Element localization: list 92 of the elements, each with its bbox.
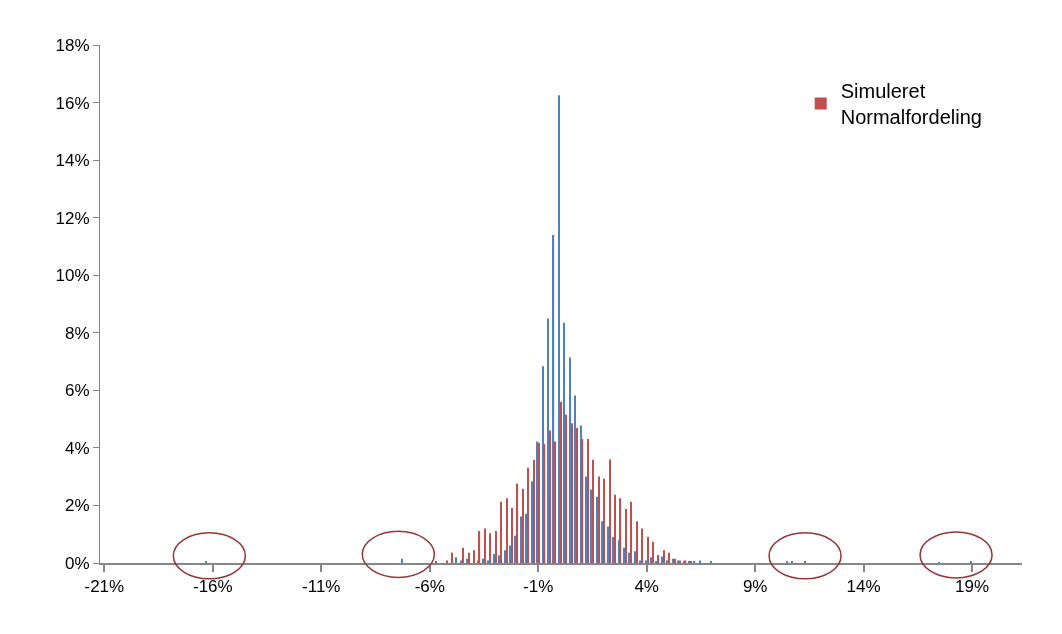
bar [462, 547, 464, 563]
bar [609, 459, 611, 563]
bar [590, 489, 593, 563]
bar [647, 536, 649, 563]
y-tick-label: 18% [55, 35, 90, 55]
bar [630, 501, 632, 563]
bar [560, 401, 562, 563]
bar [666, 560, 669, 563]
bar [645, 560, 647, 563]
bar [592, 459, 595, 563]
bar [576, 428, 578, 563]
bar [543, 443, 546, 563]
x-tick-label: 4% [634, 577, 659, 597]
bar [478, 531, 481, 563]
x-tick-label: -11% [302, 577, 341, 597]
bar [495, 531, 497, 563]
bar [511, 508, 513, 563]
x-tick-label: 14% [846, 577, 881, 597]
bar [650, 557, 652, 563]
bar [516, 483, 519, 563]
bar [500, 501, 502, 563]
bar [525, 513, 528, 563]
bar [460, 560, 462, 563]
bar [451, 552, 454, 563]
bar [506, 498, 508, 563]
y-tick-label: 12% [55, 208, 90, 228]
bar [668, 552, 670, 563]
y-tick-label: 16% [55, 93, 90, 113]
bar [574, 395, 576, 563]
x-tick-label: -16% [192, 577, 233, 597]
bar [504, 550, 506, 563]
bar [603, 478, 605, 563]
bar [558, 95, 560, 563]
bar [552, 234, 555, 563]
bar [661, 556, 663, 563]
bar [489, 533, 491, 563]
bar [522, 488, 524, 563]
legend-label: Simuleret Normalfordeling [840, 80, 982, 129]
bar [509, 545, 511, 563]
bar [663, 550, 665, 563]
bar [652, 541, 654, 563]
bar [598, 476, 600, 563]
bar [549, 430, 551, 563]
bar [547, 318, 549, 563]
bar [498, 555, 500, 563]
bar [514, 535, 517, 563]
bar [563, 322, 566, 563]
x-tick-label: -21% [84, 577, 125, 597]
bar [601, 521, 603, 563]
bar [493, 554, 495, 563]
bar [473, 550, 475, 563]
y-tick-label: 10% [55, 266, 90, 286]
bar [587, 438, 589, 563]
bar [446, 560, 448, 563]
y-tick-label: 6% [65, 381, 90, 401]
bar [657, 554, 660, 563]
bar [571, 423, 573, 563]
bar [625, 508, 627, 563]
bar [634, 551, 636, 563]
bar [641, 528, 643, 563]
bar [585, 476, 587, 563]
x-tick-label: -1% [523, 577, 554, 597]
bar [612, 537, 614, 563]
bar [607, 526, 609, 563]
y-tick-label: 8% [65, 323, 90, 343]
bar [533, 459, 535, 563]
bar [468, 552, 470, 563]
bar [569, 357, 571, 563]
bar [636, 521, 638, 563]
bar [628, 552, 631, 563]
bar [581, 438, 584, 563]
y-tick-label: 0% [65, 553, 90, 573]
bar [623, 547, 625, 563]
y-tick-label: 14% [55, 151, 90, 171]
bar [520, 516, 522, 563]
bar [531, 481, 533, 563]
bar [699, 560, 701, 563]
bar [565, 414, 567, 563]
bar [527, 467, 529, 563]
x-tick-label: 9% [742, 577, 768, 597]
bar [455, 557, 457, 563]
bar [554, 441, 557, 563]
x-tick-label: 19% [955, 577, 990, 597]
bar [484, 528, 486, 563]
x-tick-label: -6% [414, 577, 445, 597]
y-tick-label: 2% [65, 496, 90, 516]
bar [619, 498, 622, 563]
bar [614, 494, 616, 563]
bar [639, 560, 641, 563]
y-tick-label: 4% [65, 438, 90, 458]
bar [487, 560, 490, 563]
bar [596, 496, 598, 563]
